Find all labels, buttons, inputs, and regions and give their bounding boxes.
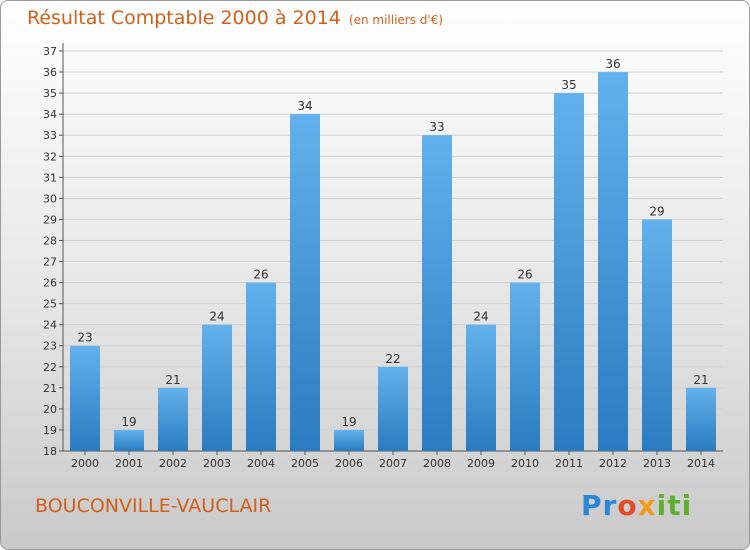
data-label: 26 [517, 268, 532, 282]
y-tick-label: 32 [43, 150, 57, 163]
x-tick-label: 2012 [599, 457, 627, 470]
y-tick-label: 34 [43, 108, 57, 121]
y-tick-label: 33 [43, 129, 57, 142]
proxiti-logo: Proxiti [581, 489, 692, 522]
bar [422, 135, 452, 452]
x-tick-label: 2007 [379, 457, 407, 470]
x-tick-label: 2008 [423, 457, 451, 470]
y-tick-label: 22 [43, 361, 57, 374]
data-label: 19 [121, 415, 136, 429]
bar [290, 114, 320, 451]
y-tick-label: 19 [43, 424, 57, 437]
x-axis-ticks: 2000 2001 2002 2003 2004 2005 2006 2007 2008 2009… [71, 451, 715, 470]
data-label: 23 [77, 331, 92, 345]
data-label: 35 [561, 78, 576, 92]
bar [70, 345, 100, 451]
logo-part-4: iti [656, 489, 693, 522]
data-label: 29 [649, 204, 664, 218]
data-label: 36 [605, 57, 620, 71]
bar [114, 429, 144, 451]
bar [686, 387, 716, 451]
y-tick-label: 37 [43, 45, 57, 58]
y-tick-label: 23 [43, 340, 57, 353]
x-tick-label: 2002 [159, 457, 187, 470]
data-label: 24 [209, 310, 224, 324]
commune-name: BOUCONVILLE-VAUCLAIR [35, 495, 272, 517]
data-label: 26 [253, 268, 268, 282]
bars [70, 72, 716, 452]
data-label: 34 [297, 99, 312, 113]
y-tick-label: 30 [43, 192, 57, 205]
x-tick-label: 2001 [115, 457, 143, 470]
x-tick-label: 2006 [335, 457, 363, 470]
x-tick-label: 2009 [467, 457, 495, 470]
bar [246, 282, 276, 451]
bar [334, 429, 364, 451]
logo-part-2: o [617, 489, 638, 522]
data-label: 22 [385, 352, 400, 366]
y-tick-label: 25 [43, 298, 57, 311]
bar [466, 324, 496, 451]
chart-title: Résultat Comptable 2000 à 2014 (en millie… [27, 7, 443, 29]
y-tick-label: 35 [43, 87, 57, 100]
x-tick-label: 2004 [247, 457, 275, 470]
data-label: 21 [165, 373, 180, 387]
chart-subtitle: (en milliers d'€) [348, 13, 444, 27]
x-tick-label: 2010 [511, 457, 539, 470]
data-label: 33 [429, 120, 444, 134]
chart-title-text: Résultat Comptable 2000 à 2014 [27, 7, 341, 29]
y-tick-label: 28 [43, 234, 57, 247]
y-tick-label: 36 [43, 66, 57, 79]
bar [554, 93, 584, 452]
bar [378, 366, 408, 451]
y-axis-ticks: 18 19 20 21 22 23 24 25 26 27 28 29 30 31 32 33 34 35 36 37 [43, 45, 63, 458]
data-label: 24 [473, 310, 488, 324]
y-tick-label: 18 [43, 445, 57, 458]
x-tick-label: 2005 [291, 457, 319, 470]
y-tick-label: 20 [43, 403, 57, 416]
y-tick-label: 27 [43, 256, 57, 269]
x-tick-label: 2003 [203, 457, 231, 470]
logo-part-3: x [637, 489, 657, 522]
bar [510, 282, 540, 451]
x-tick-label: 2000 [71, 457, 99, 470]
x-tick-label: 2011 [555, 457, 583, 470]
y-tick-label: 29 [43, 213, 57, 226]
x-tick-label: 2014 [687, 457, 715, 470]
data-label: 19 [341, 415, 356, 429]
bar [202, 324, 232, 451]
y-tick-label: 24 [43, 319, 57, 332]
bar [158, 387, 188, 451]
y-tick-label: 26 [43, 277, 57, 290]
data-label: 21 [693, 373, 708, 387]
bar [642, 219, 672, 451]
data-labels: 23 19 21 24 26 34 19 22 33 24 26 35 36 29 21 [77, 57, 708, 429]
y-tick-label: 31 [43, 171, 57, 184]
logo-part-1: Pr [581, 489, 618, 522]
y-tick-label: 21 [43, 382, 57, 395]
x-tick-label: 2013 [643, 457, 671, 470]
bar [598, 72, 628, 451]
